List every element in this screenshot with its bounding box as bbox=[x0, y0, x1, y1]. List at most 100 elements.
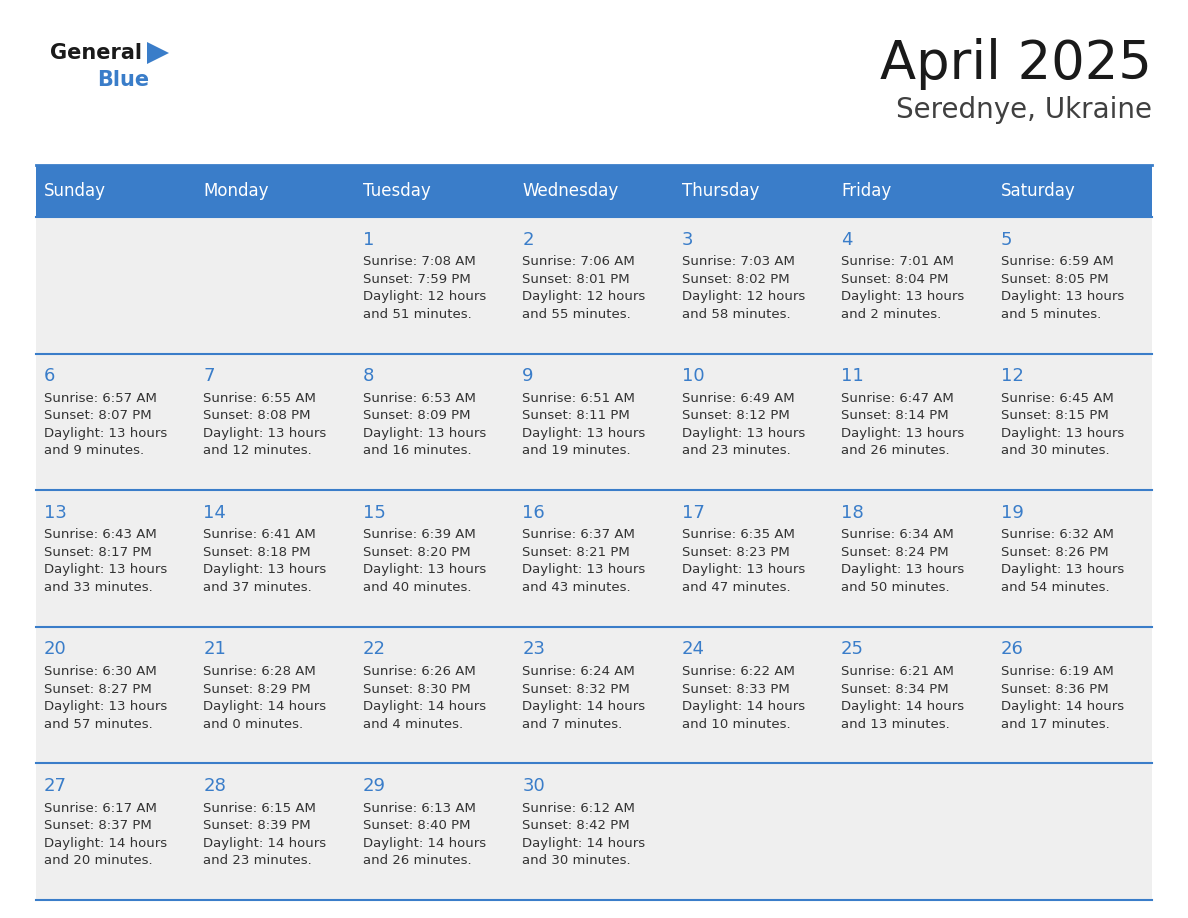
Text: Tuesday: Tuesday bbox=[362, 182, 430, 200]
Bar bbox=[196, 627, 355, 764]
Bar bbox=[833, 764, 992, 900]
Text: 6: 6 bbox=[44, 367, 56, 386]
Text: Thursday: Thursday bbox=[682, 182, 759, 200]
Bar bbox=[355, 217, 514, 353]
Bar bbox=[514, 353, 674, 490]
Text: 5: 5 bbox=[1000, 230, 1012, 249]
Text: Sunrise: 6:57 AM
Sunset: 8:07 PM
Daylight: 13 hours
and 9 minutes.: Sunrise: 6:57 AM Sunset: 8:07 PM Dayligh… bbox=[44, 392, 168, 457]
Text: 4: 4 bbox=[841, 230, 853, 249]
Text: 21: 21 bbox=[203, 641, 226, 658]
Text: 8: 8 bbox=[362, 367, 374, 386]
Bar bbox=[833, 217, 992, 353]
Bar bbox=[196, 217, 355, 353]
Bar bbox=[355, 353, 514, 490]
Text: April 2025: April 2025 bbox=[880, 38, 1152, 90]
Bar bbox=[36, 353, 196, 490]
Text: 25: 25 bbox=[841, 641, 864, 658]
Bar bbox=[196, 490, 355, 627]
Text: Sunrise: 6:28 AM
Sunset: 8:29 PM
Daylight: 14 hours
and 0 minutes.: Sunrise: 6:28 AM Sunset: 8:29 PM Dayligh… bbox=[203, 665, 327, 731]
Bar bbox=[992, 353, 1152, 490]
Text: 12: 12 bbox=[1000, 367, 1023, 386]
Bar bbox=[674, 764, 833, 900]
Bar bbox=[833, 627, 992, 764]
Bar bbox=[36, 764, 196, 900]
Text: Sunrise: 6:49 AM
Sunset: 8:12 PM
Daylight: 13 hours
and 23 minutes.: Sunrise: 6:49 AM Sunset: 8:12 PM Dayligh… bbox=[682, 392, 805, 457]
Text: Sunrise: 6:51 AM
Sunset: 8:11 PM
Daylight: 13 hours
and 19 minutes.: Sunrise: 6:51 AM Sunset: 8:11 PM Dayligh… bbox=[523, 392, 645, 457]
Text: 15: 15 bbox=[362, 504, 386, 521]
Bar bbox=[992, 217, 1152, 353]
Text: 9: 9 bbox=[523, 367, 533, 386]
Text: Friday: Friday bbox=[841, 182, 891, 200]
Text: Saturday: Saturday bbox=[1000, 182, 1075, 200]
Text: Sunrise: 6:15 AM
Sunset: 8:39 PM
Daylight: 14 hours
and 23 minutes.: Sunrise: 6:15 AM Sunset: 8:39 PM Dayligh… bbox=[203, 801, 327, 868]
Text: Sunrise: 7:06 AM
Sunset: 8:01 PM
Daylight: 12 hours
and 55 minutes.: Sunrise: 7:06 AM Sunset: 8:01 PM Dayligh… bbox=[523, 255, 645, 320]
Text: 18: 18 bbox=[841, 504, 864, 521]
Text: 30: 30 bbox=[523, 777, 545, 795]
Text: 13: 13 bbox=[44, 504, 67, 521]
Bar bbox=[196, 353, 355, 490]
Text: Sunrise: 6:35 AM
Sunset: 8:23 PM
Daylight: 13 hours
and 47 minutes.: Sunrise: 6:35 AM Sunset: 8:23 PM Dayligh… bbox=[682, 529, 805, 594]
Text: 27: 27 bbox=[44, 777, 67, 795]
Bar bbox=[36, 627, 196, 764]
Text: 14: 14 bbox=[203, 504, 226, 521]
Text: 26: 26 bbox=[1000, 641, 1023, 658]
Polygon shape bbox=[147, 42, 169, 64]
Bar bbox=[992, 764, 1152, 900]
Bar bbox=[355, 764, 514, 900]
Text: 2: 2 bbox=[523, 230, 533, 249]
Bar bbox=[833, 490, 992, 627]
Text: 10: 10 bbox=[682, 367, 704, 386]
Text: Sunrise: 6:39 AM
Sunset: 8:20 PM
Daylight: 13 hours
and 40 minutes.: Sunrise: 6:39 AM Sunset: 8:20 PM Dayligh… bbox=[362, 529, 486, 594]
Text: 28: 28 bbox=[203, 777, 226, 795]
Text: 29: 29 bbox=[362, 777, 386, 795]
Text: Sunrise: 6:17 AM
Sunset: 8:37 PM
Daylight: 14 hours
and 20 minutes.: Sunrise: 6:17 AM Sunset: 8:37 PM Dayligh… bbox=[44, 801, 168, 868]
Bar bbox=[514, 165, 674, 217]
Text: Sunrise: 7:01 AM
Sunset: 8:04 PM
Daylight: 13 hours
and 2 minutes.: Sunrise: 7:01 AM Sunset: 8:04 PM Dayligh… bbox=[841, 255, 965, 320]
Bar bbox=[514, 627, 674, 764]
Bar bbox=[36, 217, 196, 353]
Bar bbox=[833, 165, 992, 217]
Text: 1: 1 bbox=[362, 230, 374, 249]
Text: Sunrise: 6:13 AM
Sunset: 8:40 PM
Daylight: 14 hours
and 26 minutes.: Sunrise: 6:13 AM Sunset: 8:40 PM Dayligh… bbox=[362, 801, 486, 868]
Text: Sunrise: 6:37 AM
Sunset: 8:21 PM
Daylight: 13 hours
and 43 minutes.: Sunrise: 6:37 AM Sunset: 8:21 PM Dayligh… bbox=[523, 529, 645, 594]
Text: Sunrise: 6:21 AM
Sunset: 8:34 PM
Daylight: 14 hours
and 13 minutes.: Sunrise: 6:21 AM Sunset: 8:34 PM Dayligh… bbox=[841, 665, 965, 731]
Text: 17: 17 bbox=[682, 504, 704, 521]
Text: Sunrise: 6:43 AM
Sunset: 8:17 PM
Daylight: 13 hours
and 33 minutes.: Sunrise: 6:43 AM Sunset: 8:17 PM Dayligh… bbox=[44, 529, 168, 594]
Text: 3: 3 bbox=[682, 230, 693, 249]
Text: 24: 24 bbox=[682, 641, 704, 658]
Text: Sunrise: 7:08 AM
Sunset: 7:59 PM
Daylight: 12 hours
and 51 minutes.: Sunrise: 7:08 AM Sunset: 7:59 PM Dayligh… bbox=[362, 255, 486, 320]
Bar bbox=[196, 165, 355, 217]
Text: Sunrise: 6:32 AM
Sunset: 8:26 PM
Daylight: 13 hours
and 54 minutes.: Sunrise: 6:32 AM Sunset: 8:26 PM Dayligh… bbox=[1000, 529, 1124, 594]
Text: Sunrise: 6:24 AM
Sunset: 8:32 PM
Daylight: 14 hours
and 7 minutes.: Sunrise: 6:24 AM Sunset: 8:32 PM Dayligh… bbox=[523, 665, 645, 731]
Text: Serednye, Ukraine: Serednye, Ukraine bbox=[896, 96, 1152, 124]
Text: General: General bbox=[50, 43, 143, 63]
Text: Sunrise: 6:26 AM
Sunset: 8:30 PM
Daylight: 14 hours
and 4 minutes.: Sunrise: 6:26 AM Sunset: 8:30 PM Dayligh… bbox=[362, 665, 486, 731]
Text: Sunrise: 6:45 AM
Sunset: 8:15 PM
Daylight: 13 hours
and 30 minutes.: Sunrise: 6:45 AM Sunset: 8:15 PM Dayligh… bbox=[1000, 392, 1124, 457]
Text: Sunrise: 6:12 AM
Sunset: 8:42 PM
Daylight: 14 hours
and 30 minutes.: Sunrise: 6:12 AM Sunset: 8:42 PM Dayligh… bbox=[523, 801, 645, 868]
Bar bbox=[674, 353, 833, 490]
Bar bbox=[196, 764, 355, 900]
Text: Sunrise: 6:30 AM
Sunset: 8:27 PM
Daylight: 13 hours
and 57 minutes.: Sunrise: 6:30 AM Sunset: 8:27 PM Dayligh… bbox=[44, 665, 168, 731]
Bar bbox=[514, 764, 674, 900]
Bar bbox=[36, 490, 196, 627]
Text: Sunrise: 6:19 AM
Sunset: 8:36 PM
Daylight: 14 hours
and 17 minutes.: Sunrise: 6:19 AM Sunset: 8:36 PM Dayligh… bbox=[1000, 665, 1124, 731]
Text: Sunday: Sunday bbox=[44, 182, 106, 200]
Text: 11: 11 bbox=[841, 367, 864, 386]
Bar bbox=[674, 165, 833, 217]
Text: Blue: Blue bbox=[97, 70, 150, 90]
Bar bbox=[992, 165, 1152, 217]
Bar bbox=[355, 165, 514, 217]
Bar bbox=[992, 627, 1152, 764]
Text: Sunrise: 6:22 AM
Sunset: 8:33 PM
Daylight: 14 hours
and 10 minutes.: Sunrise: 6:22 AM Sunset: 8:33 PM Dayligh… bbox=[682, 665, 804, 731]
Text: Sunrise: 6:53 AM
Sunset: 8:09 PM
Daylight: 13 hours
and 16 minutes.: Sunrise: 6:53 AM Sunset: 8:09 PM Dayligh… bbox=[362, 392, 486, 457]
Text: 19: 19 bbox=[1000, 504, 1023, 521]
Text: Wednesday: Wednesday bbox=[523, 182, 619, 200]
Bar bbox=[674, 217, 833, 353]
Text: Sunrise: 6:34 AM
Sunset: 8:24 PM
Daylight: 13 hours
and 50 minutes.: Sunrise: 6:34 AM Sunset: 8:24 PM Dayligh… bbox=[841, 529, 965, 594]
Text: 22: 22 bbox=[362, 641, 386, 658]
Text: 20: 20 bbox=[44, 641, 67, 658]
Bar bbox=[355, 490, 514, 627]
Bar bbox=[833, 353, 992, 490]
Text: 23: 23 bbox=[523, 641, 545, 658]
Text: Sunrise: 7:03 AM
Sunset: 8:02 PM
Daylight: 12 hours
and 58 minutes.: Sunrise: 7:03 AM Sunset: 8:02 PM Dayligh… bbox=[682, 255, 805, 320]
